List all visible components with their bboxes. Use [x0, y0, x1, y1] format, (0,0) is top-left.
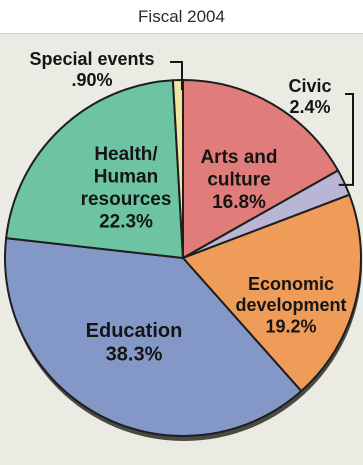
- pie-slice-arts-and-culture: [182, 79, 339, 259]
- slice-label-education: Education 38.3%: [86, 320, 183, 366]
- slice-label-arts-and-culture: Arts and culture 16.8%: [200, 147, 277, 213]
- slice-label-civic: Civic 2.4%: [288, 76, 331, 117]
- pie-slice-economic-development: [182, 193, 362, 393]
- slice-label-special-events: Special events .90%: [29, 49, 154, 90]
- leader-line-special-events: [170, 61, 183, 91]
- header-bar: Fiscal 2004: [0, 0, 363, 34]
- pie-slice-education: [4, 237, 303, 437]
- pie-slice-health-human-resources: [5, 79, 184, 259]
- slice-label-economic-development: Economic development 19.2%: [235, 274, 346, 336]
- chart-subtitle: Fiscal 2004: [138, 7, 225, 26]
- pie-slices: [4, 79, 362, 441]
- slice-label-health-human-resources: Health/Human resources 22.3%: [81, 144, 172, 232]
- slice-labels: Arts and culture 16.8% Civic 2.4% Economic dev…: [29, 49, 346, 366]
- leader-line-civic: [338, 93, 354, 186]
- leader-lines: [170, 61, 354, 186]
